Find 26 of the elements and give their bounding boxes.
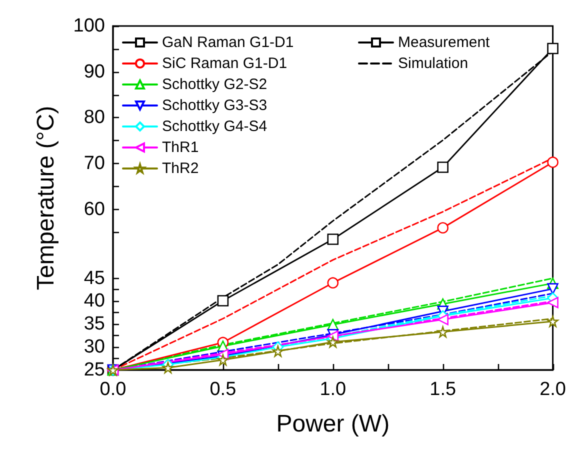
x-tick-label: 1.5: [430, 379, 456, 400]
legend-label: SiC Raman G1-D1: [162, 55, 288, 72]
x-tick-label: 1.0: [320, 379, 346, 400]
y-tick-label: 100: [73, 16, 105, 36]
legend-label: ThR2: [162, 160, 199, 177]
x-tick-label: 2.0: [540, 379, 566, 400]
x-axis-title: Power (W): [276, 410, 390, 438]
legend-label: Simulation: [398, 55, 468, 72]
x-tick-label: 0.5: [210, 379, 236, 400]
y-tick-label: 30: [84, 336, 105, 358]
y-axis-title: Temperature (°C): [32, 106, 60, 290]
y-tick-label: 70: [84, 153, 105, 174]
legend-label: ThR1: [162, 139, 199, 156]
legend-label: Schottky G4-S4: [162, 118, 268, 135]
legend-label: Schottky G3-S3: [162, 97, 268, 114]
y-tick-label: 45: [84, 268, 105, 289]
x-tick-label: 0.0: [100, 379, 126, 400]
y-tick-label: 80: [84, 107, 105, 128]
y-tick-label: 25: [84, 360, 105, 380]
y-tick-label: 35: [84, 314, 105, 335]
y-tick-label: 90: [84, 61, 105, 82]
y-tick-label: 60: [84, 198, 105, 220]
legend-label: Schottky G2-S2: [162, 76, 268, 93]
y-tick-label: 40: [84, 290, 105, 312]
legend-label: GaN Raman G1-D1: [162, 34, 294, 51]
legend-label: Measurement: [398, 34, 491, 51]
